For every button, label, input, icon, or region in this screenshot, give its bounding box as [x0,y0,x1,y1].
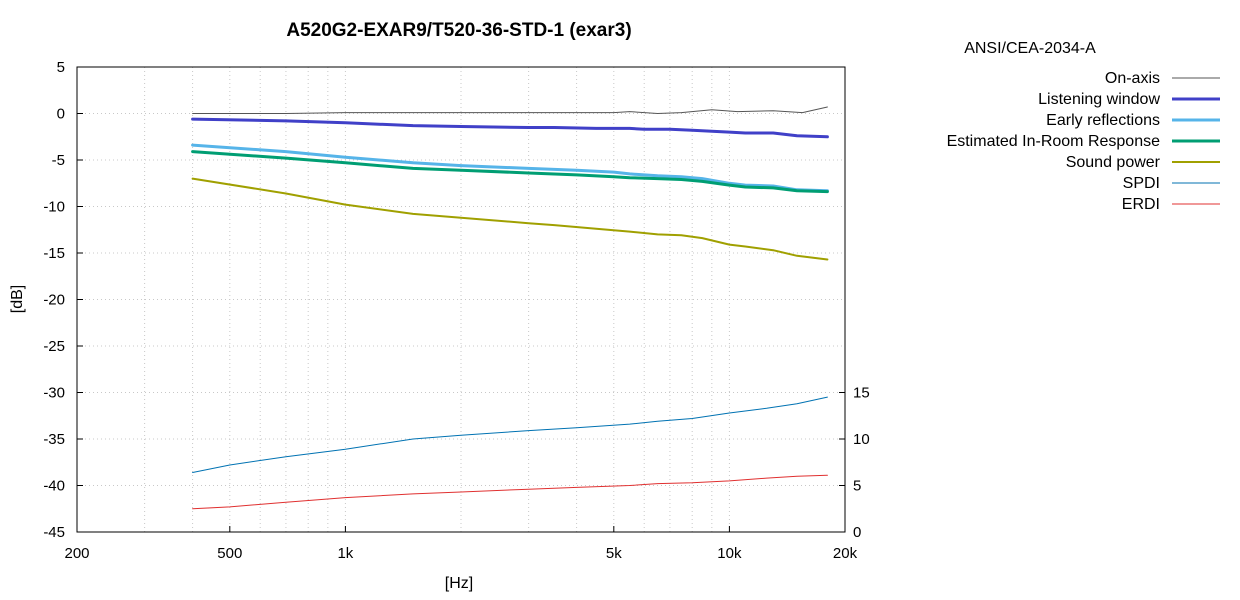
chart-title: A520G2-EXAR9/T520-36-STD-1 (exar3) [286,20,631,41]
legend-label-sound-power: Sound power [1066,154,1161,171]
x-tick-label: 10k [717,545,742,562]
grid [77,67,845,532]
y-tick-label: 0 [57,106,65,123]
legend-label-erdi: ERDI [1122,196,1160,213]
series-line-spdi [192,396,828,473]
series-line-estimated-in-room-response [191,150,829,194]
tick-labels: 200 500 1k 5k 10k 20k 5 0 -5 -10 -15 -20 -25 -30 -35 -4… [43,59,869,562]
series-line-erdi [192,474,828,510]
legend-label-early-reflections: Early reflections [1046,112,1160,129]
y2-tick-label: 10 [853,431,870,448]
x-tick-label: 200 [64,545,89,562]
series-lines [191,106,829,510]
y-axis-label: [dB] [9,285,26,313]
y-tick-label: -25 [43,338,65,355]
y-tick-label: -45 [43,524,65,541]
y-tick-label: -40 [43,478,65,495]
legend: On-axis Listening window Early reflections… [947,70,1220,213]
legend-label-spdi: SPDI [1123,175,1160,192]
x-tick-label: 20k [833,545,858,562]
y-tick-label: -15 [43,245,65,262]
y-tick-label: -35 [43,431,65,448]
legend-label-listening-window: Listening window [1038,91,1160,108]
y2-tick-label: 0 [853,524,861,541]
x-tick-label: 1k [337,545,353,562]
x-tick-label: 5k [606,545,622,562]
series-line-listening-window [191,117,829,139]
y-tick-label: -30 [43,385,65,402]
y-tick-label: -5 [52,152,65,169]
legend-label-estimated-in-room-response: Estimated In-Room Response [947,133,1161,150]
y2-tick-label: 15 [853,385,870,402]
series-line-sound-power [191,177,829,261]
x-tick-label: 500 [217,545,242,562]
y2-tick-label: 5 [853,478,861,495]
series-line-early-reflections [191,143,829,193]
x-axis-label: [Hz] [445,575,473,592]
series-line-on-axis [192,106,828,114]
legend-standard-label: ANSI/CEA-2034-A [964,40,1096,57]
y-tick-label: -20 [43,292,65,309]
y-tick-label: -10 [43,199,65,216]
legend-label-on-axis: On-axis [1105,70,1160,87]
y-tick-label: 5 [57,59,65,76]
